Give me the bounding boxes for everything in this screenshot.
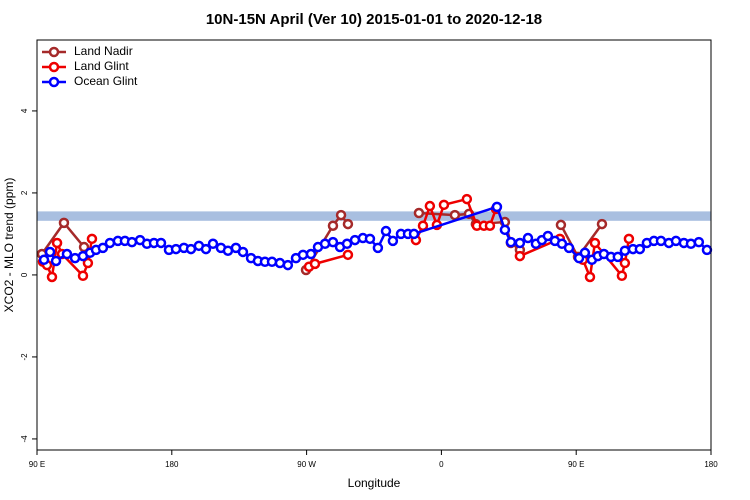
point <box>77 270 89 281</box>
x-tick-label: 90 W <box>297 460 316 469</box>
point <box>616 270 628 281</box>
point <box>282 259 294 271</box>
point <box>542 230 554 242</box>
point <box>514 237 526 249</box>
point <box>408 228 420 240</box>
legend-label: Land Nadir <box>74 44 133 58</box>
chart-title: 10N-15N April (Ver 10) 2015-01-01 to 202… <box>206 11 542 28</box>
point <box>424 200 436 212</box>
point <box>327 236 339 248</box>
x-tick-label: 180 <box>704 460 718 469</box>
y-tick-label: 4 <box>20 108 29 113</box>
point <box>51 237 63 249</box>
point <box>200 243 212 255</box>
point <box>380 225 392 237</box>
y-axis-label: XCO2 - MLO trend (ppm) <box>2 178 16 313</box>
point <box>46 271 58 283</box>
point <box>701 244 713 256</box>
point <box>491 201 503 213</box>
point <box>364 233 376 245</box>
point <box>319 238 331 250</box>
point <box>266 256 278 268</box>
point <box>589 237 601 249</box>
point <box>413 207 425 219</box>
point <box>305 248 317 260</box>
point <box>342 249 354 261</box>
point <box>86 233 98 245</box>
point <box>155 237 167 249</box>
x-tick-label: 90 E <box>568 460 584 469</box>
legend-marker <box>48 46 60 58</box>
legend-label: Land Glint <box>74 59 129 73</box>
point <box>341 238 353 250</box>
point <box>309 258 321 270</box>
point <box>387 235 399 247</box>
point <box>58 217 70 229</box>
legend-marker <box>48 61 60 73</box>
point <box>563 242 575 254</box>
point <box>61 248 73 260</box>
point <box>623 233 635 245</box>
y-tick-label: -4 <box>20 435 29 443</box>
y-tick-label: 2 <box>20 190 29 195</box>
point <box>693 236 705 248</box>
point <box>44 246 56 258</box>
point <box>97 242 109 254</box>
point <box>417 220 429 231</box>
point <box>126 236 138 248</box>
point <box>555 219 567 231</box>
point <box>237 246 249 258</box>
x-tick-label: 180 <box>165 460 179 469</box>
x-tick-label: 0 <box>439 460 444 469</box>
point <box>522 232 534 244</box>
point <box>207 238 219 250</box>
point <box>596 218 608 230</box>
legend-marker <box>48 76 60 88</box>
point <box>619 245 631 256</box>
x-axis-label: Longitude <box>348 476 401 490</box>
point <box>372 242 384 254</box>
point <box>499 224 511 236</box>
point <box>584 271 596 283</box>
x-tick-label: 90 E <box>29 460 45 469</box>
point <box>484 220 496 231</box>
plot-frame <box>36 39 712 451</box>
point <box>634 243 646 255</box>
point <box>579 247 591 259</box>
point <box>82 257 94 269</box>
point <box>514 250 526 262</box>
legend-label: Ocean Glint <box>74 74 138 88</box>
point <box>170 243 182 255</box>
point <box>327 220 339 231</box>
point <box>50 255 62 267</box>
point <box>612 251 624 263</box>
band <box>37 211 711 221</box>
point <box>685 238 697 250</box>
point <box>342 218 354 230</box>
point <box>438 199 450 211</box>
point <box>619 257 631 269</box>
point <box>38 254 50 266</box>
point <box>335 209 347 221</box>
point <box>461 193 473 205</box>
y-tick-label: 0 <box>20 272 29 277</box>
point <box>505 236 517 248</box>
y-tick-label: -2 <box>20 353 29 361</box>
point <box>449 209 461 221</box>
